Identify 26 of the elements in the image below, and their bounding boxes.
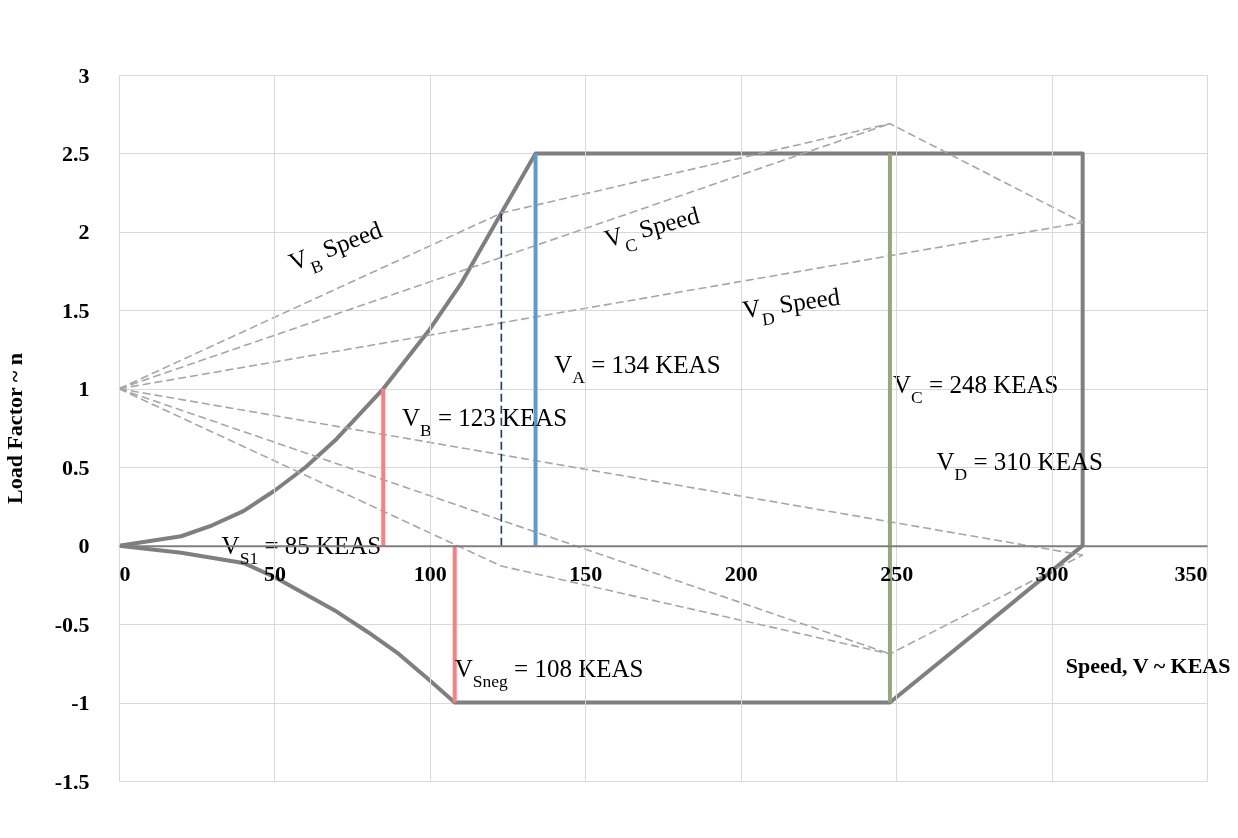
x-tick-label: 350 (1174, 561, 1208, 587)
x-tick-label: 300 (1035, 561, 1069, 587)
y-tick-label: 1 (78, 376, 90, 402)
y-tick-label: 3 (78, 62, 90, 88)
x-tick-label: 100 (413, 561, 447, 587)
y-tick-label: 2.5 (62, 140, 90, 166)
y-tick-label: -1 (71, 690, 90, 716)
y-tick-label: 2 (78, 219, 90, 245)
y-tick-label: 0.5 (62, 454, 90, 480)
y-tick-label: 0 (78, 533, 90, 559)
annotation: V$_{A}$ = 134 KEAS (554, 351, 721, 388)
x-tick-label: 200 (724, 561, 758, 587)
y-tick-label: -1.5 (54, 768, 90, 794)
annotation: V$_{C}$ Speed (601, 201, 703, 257)
x-tick-label: 150 (569, 561, 603, 587)
y-axis-title: Load Factor ~ n (1, 353, 27, 504)
x-axis-title: Speed, V ~ KEAS (1065, 653, 1231, 679)
annotation: V$_{D}$ Speed (740, 282, 843, 330)
y-tick-label: 1.5 (62, 297, 90, 323)
annotation: V$_{Sneg}$ = 108 KEAS (454, 655, 644, 692)
x-tick-label: 250 (880, 561, 914, 587)
x-tick-label: 0 (119, 561, 131, 587)
y-tick-label: -0.5 (54, 611, 90, 637)
x-tick-label: 50 (263, 561, 286, 587)
annotation: V$_{B}$ Speed (285, 215, 386, 278)
annotation: V$_{D}$ = 310 KEAS (936, 448, 1103, 485)
